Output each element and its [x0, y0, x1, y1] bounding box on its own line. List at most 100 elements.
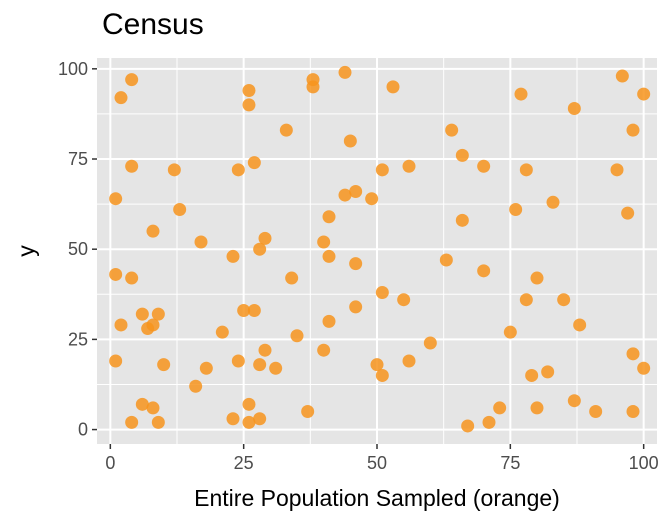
data-point — [135, 397, 149, 411]
data-point — [146, 401, 160, 415]
data-point — [338, 188, 352, 202]
data-point — [253, 358, 267, 372]
data-point — [247, 304, 261, 318]
data-point — [146, 318, 160, 332]
data-point — [125, 415, 139, 429]
chart-title: Census — [102, 8, 204, 41]
data-point — [237, 304, 251, 318]
data-point — [530, 271, 544, 285]
x-tick-label: 0 — [105, 453, 115, 473]
data-point — [301, 405, 315, 419]
data-point — [242, 397, 256, 411]
data-point — [375, 163, 389, 177]
data-point — [525, 368, 539, 382]
data-point — [402, 354, 416, 368]
data-point — [338, 65, 352, 79]
data-point — [477, 159, 491, 173]
data-point — [199, 361, 213, 375]
data-point — [461, 419, 475, 433]
x-axis-ticks: 0 25 50 75 100 — [105, 444, 659, 473]
data-point — [173, 203, 187, 217]
data-point — [349, 184, 363, 198]
y-axis-ticks: 0 25 50 75 100 — [58, 59, 97, 440]
data-point — [146, 224, 160, 238]
data-point — [125, 159, 139, 173]
data-point — [626, 123, 640, 137]
data-point — [397, 293, 411, 307]
data-point — [317, 235, 331, 249]
data-point — [445, 123, 459, 137]
data-point — [253, 412, 267, 426]
data-point — [349, 257, 363, 271]
major-grid — [97, 58, 657, 444]
data-point — [637, 361, 651, 375]
data-point — [226, 412, 240, 426]
data-point — [290, 329, 304, 343]
x-axis-title: Entire Population Sampled (orange) — [194, 485, 560, 511]
data-point — [589, 405, 603, 419]
data-point — [322, 314, 336, 328]
data-point — [157, 358, 171, 372]
data-point — [541, 365, 555, 379]
data-point — [306, 80, 320, 94]
data-point — [258, 231, 272, 245]
data-point — [626, 347, 640, 361]
data-point — [546, 195, 560, 209]
data-point — [455, 213, 469, 227]
y-tick-label: 25 — [68, 329, 88, 349]
data-point — [317, 343, 331, 357]
data-point — [167, 163, 181, 177]
data-point — [573, 318, 587, 332]
data-point — [455, 148, 469, 162]
data-point — [231, 163, 245, 177]
data-point — [370, 358, 384, 372]
data-point — [514, 87, 528, 101]
data-point — [151, 307, 165, 321]
y-tick-label: 0 — [78, 420, 88, 440]
data-point — [242, 415, 256, 429]
data-point — [279, 123, 293, 137]
data-point — [482, 415, 496, 429]
data-point — [375, 285, 389, 299]
data-point — [615, 69, 629, 83]
data-point — [557, 293, 571, 307]
points-layer — [109, 65, 651, 433]
x-tick-label: 75 — [500, 453, 520, 473]
data-point — [114, 91, 128, 105]
data-point — [503, 325, 517, 339]
data-point — [194, 235, 208, 249]
data-point — [125, 271, 139, 285]
data-point — [285, 271, 299, 285]
data-point — [114, 318, 128, 332]
data-point — [269, 361, 283, 375]
data-point — [109, 354, 123, 368]
data-point — [386, 80, 400, 94]
data-point — [231, 354, 245, 368]
data-point — [109, 192, 123, 206]
data-point — [322, 249, 336, 263]
data-point — [226, 249, 240, 263]
data-point — [477, 264, 491, 278]
data-point — [189, 379, 203, 393]
data-point — [322, 210, 336, 224]
data-point — [402, 159, 416, 173]
data-point — [253, 242, 267, 256]
data-point — [109, 267, 123, 281]
data-point — [530, 401, 544, 415]
data-point — [258, 343, 272, 357]
data-point — [439, 253, 453, 267]
x-tick-label: 50 — [367, 453, 387, 473]
data-point — [567, 102, 581, 116]
y-tick-label: 100 — [58, 59, 88, 79]
x-tick-label: 25 — [234, 453, 254, 473]
data-point — [151, 415, 165, 429]
data-point — [125, 73, 139, 87]
data-point — [343, 134, 357, 148]
data-point — [610, 163, 624, 177]
data-point — [519, 293, 533, 307]
data-point — [349, 300, 363, 314]
data-point — [509, 203, 523, 217]
data-point — [626, 405, 640, 419]
